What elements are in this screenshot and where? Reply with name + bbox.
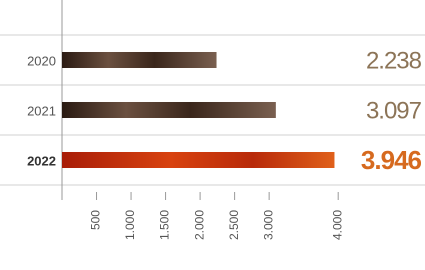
value-label: 3.946 — [361, 145, 422, 175]
x-tick-label: 1.500 — [158, 210, 172, 240]
chart: 500 1.000 1.500 2.000 2.500 3.000 4.000 2020 2.2… — [0, 0, 425, 270]
x-tick-label: 500 — [89, 210, 103, 230]
y-tick-label: 2021 — [27, 103, 56, 118]
y-tick-label: 2020 — [27, 53, 56, 68]
x-tick-label: 4.000 — [330, 210, 344, 240]
value-label: 2.238 — [366, 47, 422, 74]
bar — [62, 152, 334, 168]
bar — [62, 52, 217, 68]
value-label: 3.097 — [366, 97, 422, 124]
x-tick-label: 2.500 — [227, 210, 241, 240]
bar — [62, 102, 276, 118]
x-tick-label: 2.000 — [192, 210, 206, 240]
y-tick-label: 2022 — [27, 153, 56, 168]
x-tick-label: 3.000 — [261, 210, 275, 240]
x-tick-label: 1.000 — [123, 210, 137, 240]
